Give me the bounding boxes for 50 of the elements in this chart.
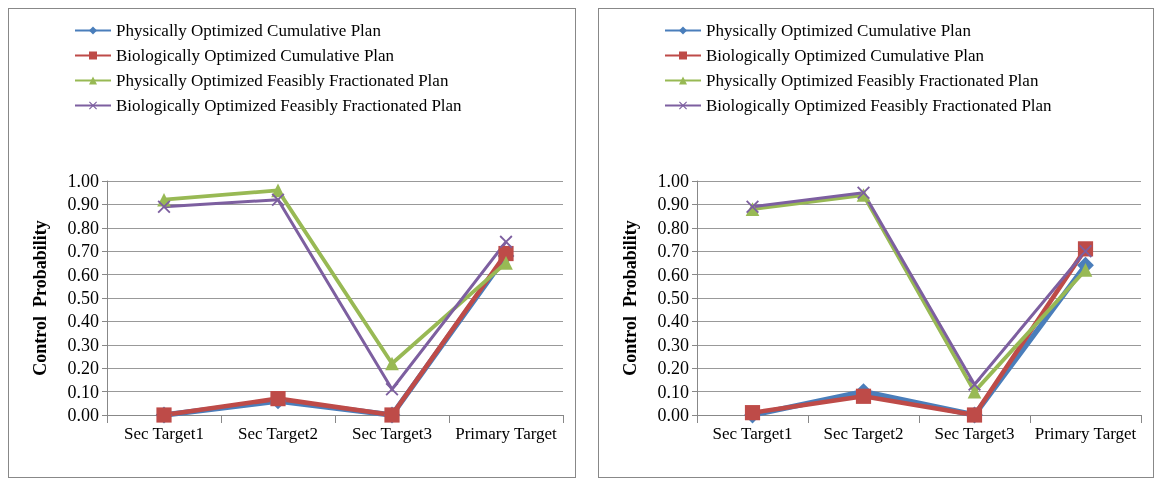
point — [1078, 263, 1093, 277]
y-tick-label: 0.60 — [657, 264, 689, 285]
y-tick-label: 0.10 — [67, 381, 99, 402]
x-tick-label: Primary Target — [1034, 423, 1137, 443]
legend-label: Biologically Optimized Feasibly Fractionated Plan — [706, 96, 1053, 115]
legend-label: Physically Optimized Feasibly Fractionated Plan — [706, 71, 1039, 90]
y-tick-label: 0.30 — [657, 334, 689, 355]
point — [968, 378, 981, 392]
y-axis-title: Control Probability — [30, 220, 50, 376]
y-axis-title: Control Probability — [620, 220, 640, 376]
y-tick-label: 0.20 — [67, 358, 99, 379]
y-tick-label: 0.80 — [657, 217, 689, 238]
x-tick-label: Sec Target1 — [124, 423, 204, 443]
point — [967, 384, 982, 399]
y-tick-label: 0.40 — [657, 311, 689, 332]
point — [499, 256, 513, 270]
x-tick-label: Sec Target2 — [238, 423, 318, 443]
y-tick-label: 0.00 — [657, 405, 689, 425]
legend-label: Physically Optimized Cumulative Plan — [116, 21, 382, 40]
y-tick-label: 0.60 — [67, 264, 99, 285]
x-tick-label: Sec Target3 — [352, 423, 432, 443]
y-tick-label: 0.90 — [67, 194, 99, 215]
y-tick-label: 0.00 — [67, 405, 99, 425]
legend-label: Biologically Optimized Cumulative Plan — [116, 46, 395, 65]
x-tick-label: Primary Target — [455, 423, 558, 443]
x-tick-label: Sec Target3 — [934, 423, 1015, 443]
y-tick-label: 0.70 — [67, 241, 99, 262]
y-tick-label: 0.40 — [67, 311, 99, 332]
y-tick-label: 0.10 — [657, 381, 689, 402]
point — [499, 235, 513, 249]
y-tick-label: 0.80 — [67, 217, 99, 238]
y-tick-label: 0.50 — [67, 288, 99, 308]
legend-label: Physically Optimized Cumulative Plan — [706, 21, 972, 40]
y-tick-label: 1.00 — [657, 171, 689, 191]
point — [385, 382, 399, 396]
y-tick-label: 0.50 — [657, 288, 689, 308]
point — [271, 193, 285, 207]
legend-label: Physically Optimized Feasibly Fractionated Plan — [116, 71, 449, 90]
y-tick-label: 0.20 — [657, 358, 689, 379]
y-tick-label: 0.30 — [67, 334, 99, 355]
x-tick-label: Sec Target1 — [712, 423, 793, 443]
y-tick-label: 0.70 — [657, 241, 689, 262]
y-tick-label: 0.90 — [657, 194, 689, 215]
point — [157, 200, 171, 214]
point — [385, 356, 399, 371]
y-tick-label: 1.00 — [67, 171, 99, 191]
x-tick-label: Sec Target2 — [823, 423, 904, 443]
legend-label: Biologically Optimized Cumulative Plan — [706, 46, 985, 65]
point — [855, 388, 872, 404]
legend-label: Biologically Optimized Feasibly Fractionated Plan — [116, 96, 463, 115]
